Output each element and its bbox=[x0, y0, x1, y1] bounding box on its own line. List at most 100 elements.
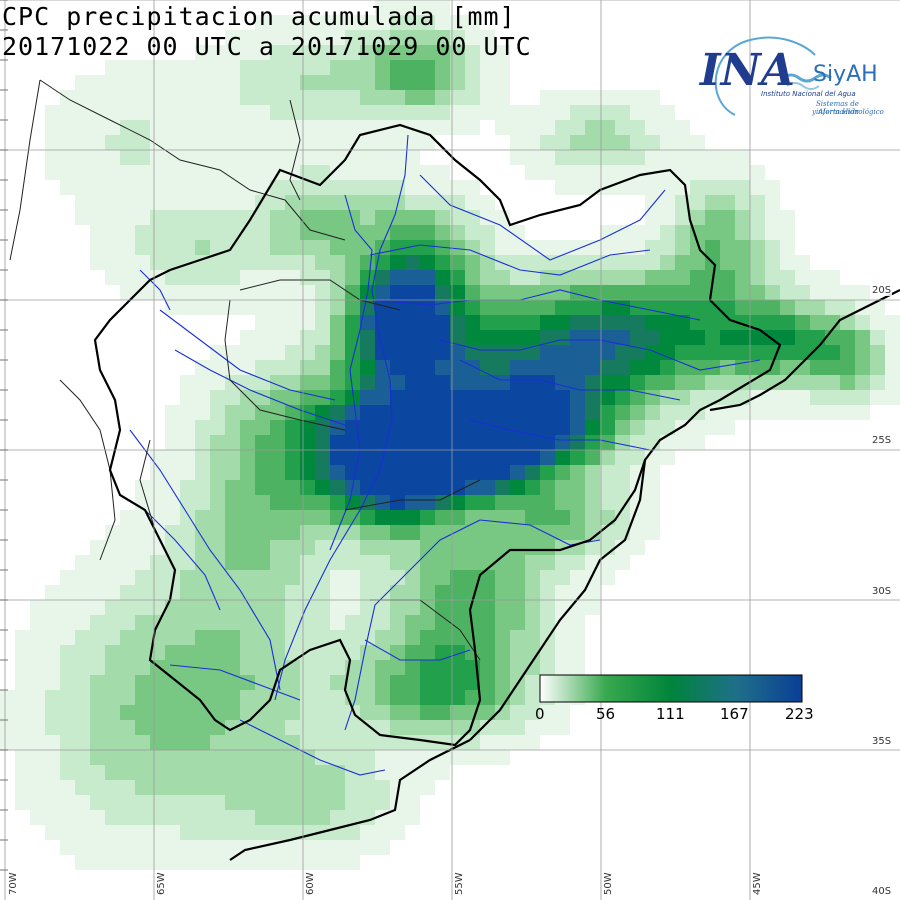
precip-cell bbox=[405, 450, 420, 465]
precip-cell bbox=[135, 675, 150, 690]
precip-cell bbox=[75, 690, 90, 705]
precip-cell bbox=[195, 45, 210, 60]
precip-cell bbox=[300, 840, 315, 855]
precip-cell bbox=[150, 210, 165, 225]
precip-cell bbox=[165, 645, 180, 660]
precip-cell bbox=[270, 630, 285, 645]
precip-cell bbox=[165, 555, 180, 570]
precip-cell bbox=[150, 585, 165, 600]
precip-cell bbox=[480, 315, 495, 330]
legend-tick-56: 56 bbox=[596, 705, 616, 723]
precip-cell bbox=[360, 405, 375, 420]
precip-cell bbox=[75, 645, 90, 660]
lat-label-20s: 20S bbox=[871, 285, 893, 296]
precip-cell bbox=[420, 165, 435, 180]
precip-cell bbox=[390, 480, 405, 495]
precip-cell bbox=[105, 165, 120, 180]
precip-cell bbox=[660, 210, 675, 225]
precip-cell bbox=[270, 300, 285, 315]
precip-cell bbox=[360, 555, 375, 570]
precip-cell bbox=[405, 600, 420, 615]
precip-cell bbox=[165, 240, 180, 255]
precip-cell bbox=[690, 255, 705, 270]
precip-cell bbox=[390, 540, 405, 555]
precip-cell bbox=[345, 15, 360, 30]
precip-cell bbox=[510, 375, 525, 390]
precip-cell bbox=[285, 315, 300, 330]
precip-cell bbox=[195, 510, 210, 525]
precip-cell bbox=[435, 585, 450, 600]
precip-cell bbox=[75, 630, 90, 645]
precip-cell bbox=[255, 780, 270, 795]
precip-cell bbox=[405, 510, 420, 525]
precip-cell bbox=[375, 345, 390, 360]
precip-cell bbox=[255, 375, 270, 390]
precip-cell bbox=[150, 255, 165, 270]
precip-cell bbox=[30, 780, 45, 795]
precip-cell bbox=[480, 480, 495, 495]
precip-cell bbox=[270, 855, 285, 870]
precip-cell bbox=[570, 585, 585, 600]
precip-cell bbox=[255, 720, 270, 735]
precip-cell bbox=[180, 210, 195, 225]
precip-cell bbox=[510, 465, 525, 480]
precip-cell bbox=[150, 690, 165, 705]
precip-cell bbox=[510, 345, 525, 360]
precip-cell bbox=[390, 645, 405, 660]
precip-cell bbox=[480, 540, 495, 555]
precip-cell bbox=[165, 780, 180, 795]
precip-cell bbox=[225, 705, 240, 720]
precip-cell bbox=[780, 405, 795, 420]
precip-cell bbox=[705, 165, 720, 180]
precip-cell bbox=[420, 180, 435, 195]
precip-cell bbox=[615, 450, 630, 465]
precip-cell bbox=[510, 525, 525, 540]
precip-cell bbox=[225, 300, 240, 315]
precip-cell bbox=[510, 735, 525, 750]
precip-cell bbox=[180, 390, 195, 405]
lat-label-35s: 35S bbox=[871, 736, 893, 747]
precip-cell bbox=[360, 480, 375, 495]
precip-cell bbox=[255, 555, 270, 570]
precip-cell bbox=[855, 315, 870, 330]
precip-cell bbox=[435, 60, 450, 75]
precip-cell bbox=[660, 165, 675, 180]
precip-cell bbox=[210, 795, 225, 810]
precip-cell bbox=[90, 540, 105, 555]
precip-cell bbox=[195, 405, 210, 420]
precip-cell bbox=[375, 495, 390, 510]
precip-cell bbox=[120, 105, 135, 120]
precip-cell bbox=[495, 645, 510, 660]
precip-cell bbox=[180, 375, 195, 390]
precip-cell bbox=[660, 300, 675, 315]
precip-cell bbox=[255, 330, 270, 345]
precip-cell bbox=[810, 285, 825, 300]
precip-cell bbox=[300, 345, 315, 360]
precip-cell bbox=[555, 360, 570, 375]
precip-cell bbox=[90, 555, 105, 570]
precip-cell bbox=[525, 120, 540, 135]
precip-cell bbox=[510, 405, 525, 420]
precip-cell bbox=[555, 450, 570, 465]
precip-cell bbox=[840, 375, 855, 390]
precip-cell bbox=[285, 810, 300, 825]
precip-cell bbox=[270, 285, 285, 300]
precip-cell bbox=[15, 765, 30, 780]
precip-cell bbox=[495, 750, 510, 765]
precip-cell bbox=[375, 510, 390, 525]
precip-cell bbox=[150, 225, 165, 240]
precip-cell bbox=[450, 240, 465, 255]
precip-cell bbox=[420, 330, 435, 345]
precip-cell bbox=[285, 255, 300, 270]
precip-cell bbox=[630, 330, 645, 345]
precip-cell bbox=[285, 675, 300, 690]
precip-cell bbox=[300, 810, 315, 825]
precip-cell bbox=[525, 735, 540, 750]
precip-cell bbox=[825, 345, 840, 360]
precip-cell bbox=[165, 735, 180, 750]
precip-cell bbox=[690, 435, 705, 450]
precip-cell bbox=[735, 375, 750, 390]
precip-cell bbox=[795, 375, 810, 390]
precip-cell bbox=[585, 600, 600, 615]
precip-cell bbox=[240, 195, 255, 210]
